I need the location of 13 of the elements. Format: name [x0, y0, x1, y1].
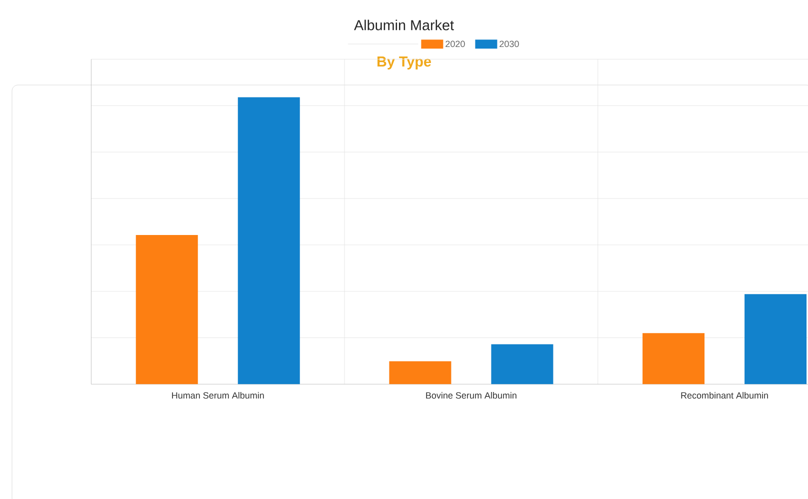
bar [491, 344, 554, 384]
bar [642, 333, 705, 384]
legend-label: 2020 [446, 40, 465, 48]
chart-subtitle: By Type [377, 56, 431, 70]
bar [136, 234, 198, 384]
x-tick-label: Recombinant Albumin [681, 392, 768, 399]
legend-label: 2030 [500, 40, 519, 48]
bar [389, 361, 452, 384]
chart-title: Albumin Market [354, 20, 454, 30]
bar [238, 97, 300, 384]
x-tick-label: Bovine Serum Albumin [426, 392, 516, 399]
x-tick-label: Human Serum Albumin [172, 392, 264, 399]
bar [744, 294, 807, 384]
